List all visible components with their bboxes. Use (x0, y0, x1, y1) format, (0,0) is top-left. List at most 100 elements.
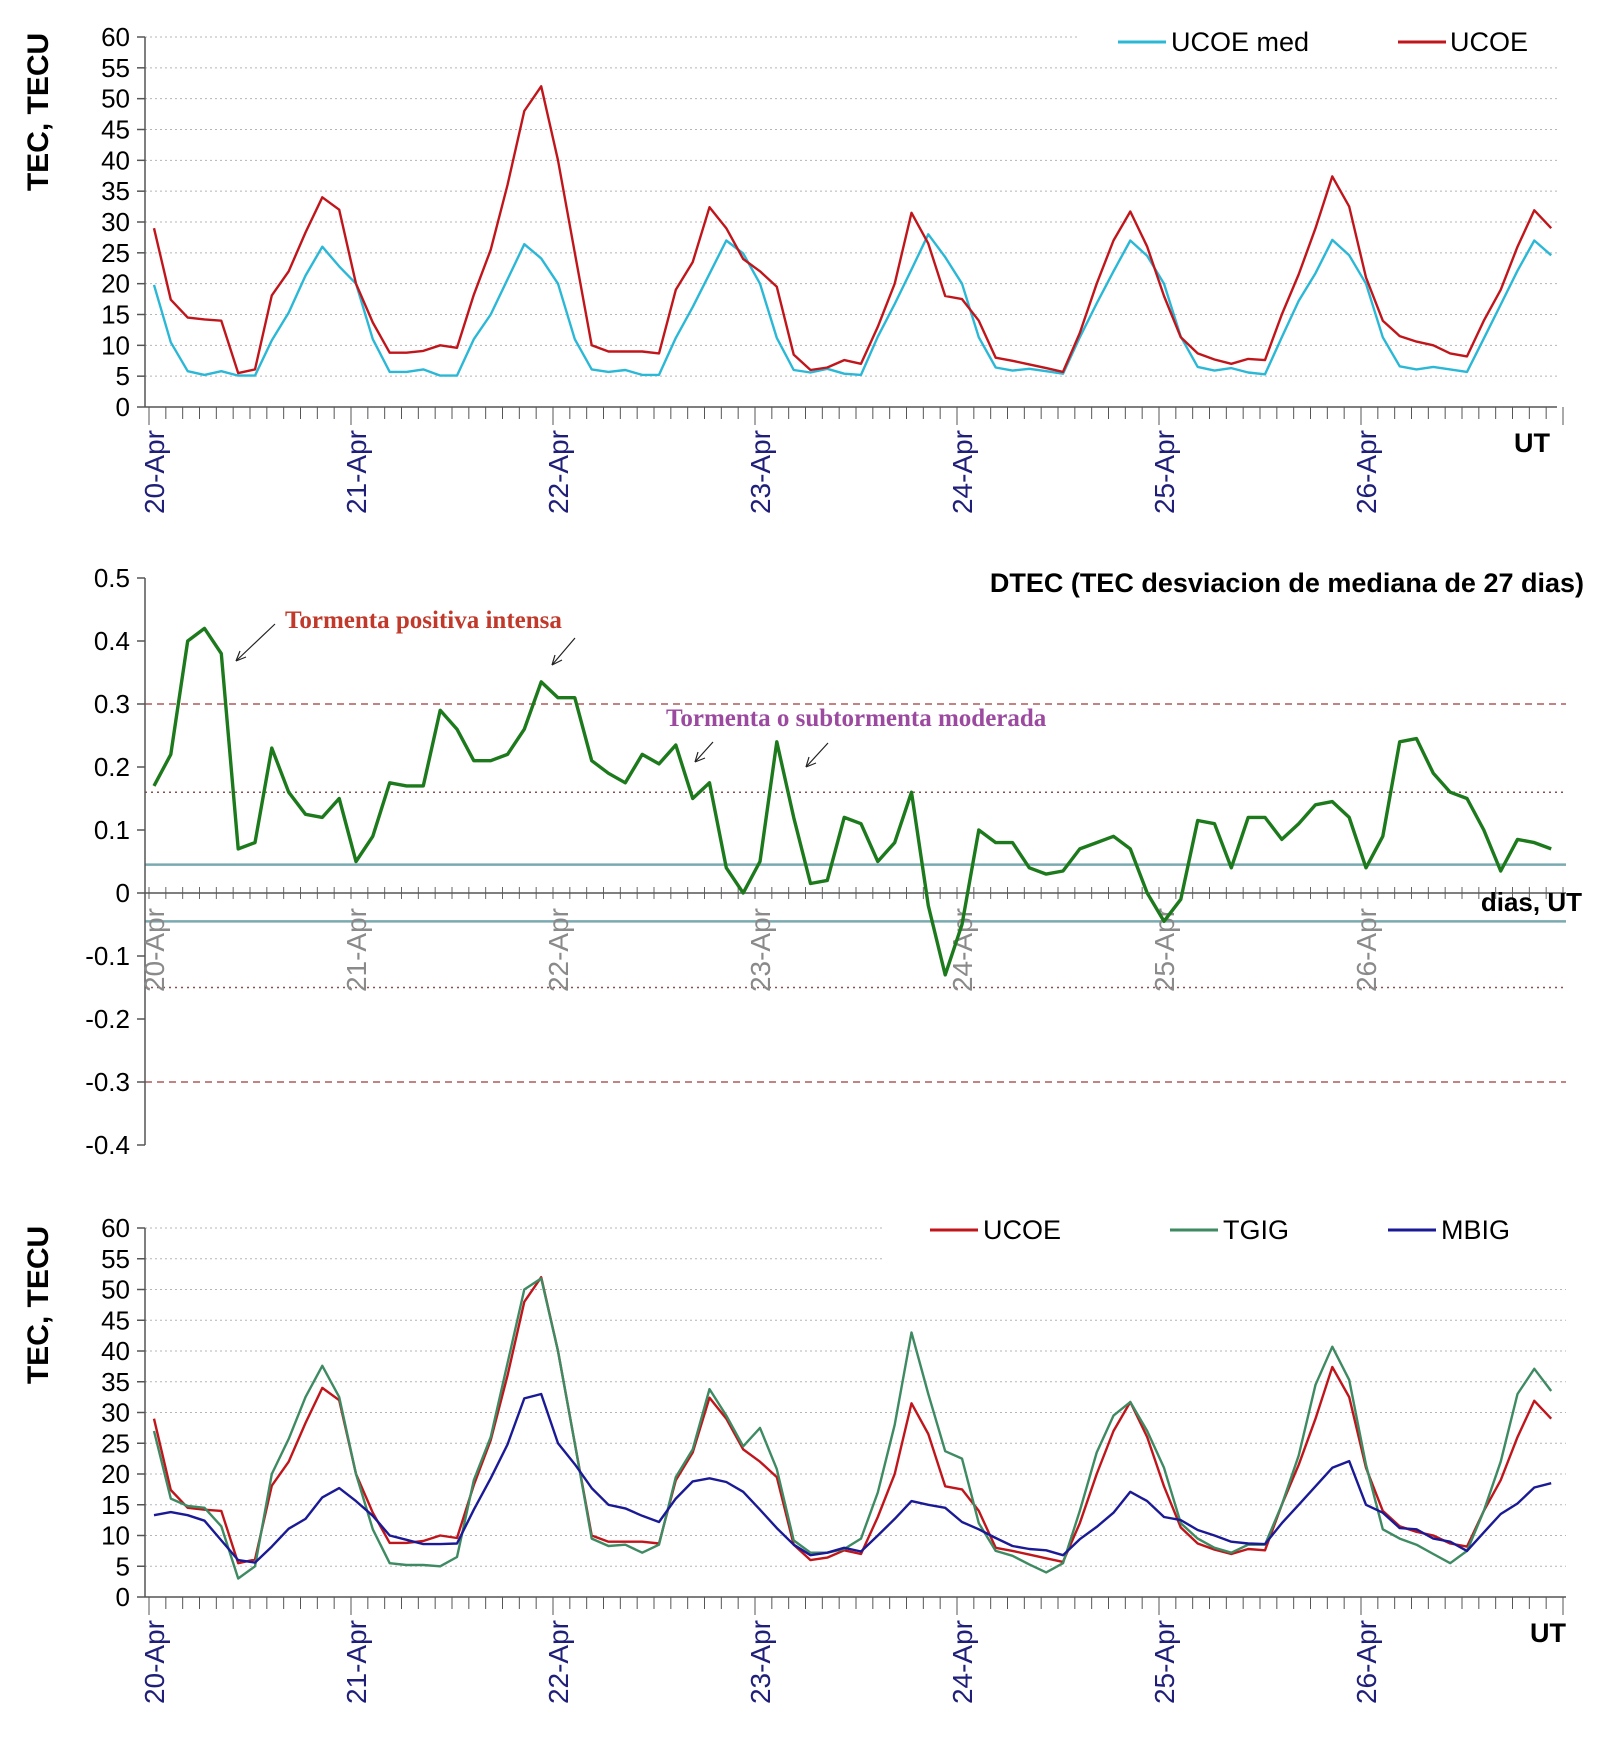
x-day-label: 24-Apr (947, 1620, 978, 1704)
y-tick-label: 0.5 (94, 563, 130, 593)
series-line-ucoe (152, 85, 1553, 375)
y-tick-label: 5 (116, 1551, 130, 1581)
top-gridlines (145, 36, 1557, 377)
dtec-series (152, 626, 1552, 977)
arrow-moderate-2 (805, 742, 829, 768)
bottom-gridlines (145, 1227, 1566, 1567)
y-tick-label: 25 (101, 1428, 130, 1458)
top-legend: UCOE med UCOE (1118, 27, 1528, 57)
legend-ucoe-label: UCOE (1450, 27, 1528, 57)
annotation-positive-storm: Tormenta positiva intensa (285, 607, 562, 634)
arrow-positive-1 (235, 623, 276, 662)
y-tick-label: 40 (101, 145, 130, 175)
top-day-labels: 20-Apr 21-Apr 22-Apr 23-Apr 24-Apr 25-Apr 26-A… (139, 430, 1382, 514)
dtec-day-labels: 20-Apr 21-Apr 22-Apr 23-Apr 24-Apr 25-Apr 26-A… (139, 908, 1382, 992)
y-tick-label: 15 (101, 1490, 130, 1520)
x-day-label: 21-Apr (341, 1620, 372, 1704)
y-tick-label: 10 (101, 330, 130, 360)
series-line-dtec (152, 626, 1552, 977)
y-tick-label: 25 (101, 238, 130, 268)
x-day-label: 23-Apr (745, 1620, 776, 1704)
y-tick-label: 60 (101, 22, 130, 52)
dtec-title: DTEC (TEC desviacion de mediana de 27 di… (990, 568, 1584, 598)
y-tick-label: -0.2 (85, 1004, 130, 1034)
y-tick-label: 30 (101, 207, 130, 237)
x-day-label: 22-Apr (543, 1620, 574, 1704)
y-tick-label: 45 (101, 115, 130, 145)
y-tick-label: 45 (101, 1305, 130, 1335)
x-day-label: 21-Apr (341, 908, 372, 992)
x-day-label: 22-Apr (543, 430, 574, 514)
x-day-label: 26-Apr (1351, 430, 1382, 514)
y-tick-label: 40 (101, 1336, 130, 1366)
x-day-label: 24-Apr (947, 430, 978, 514)
dtec-reference-lines (145, 703, 1566, 1083)
dtec-annotations: Tormenta positiva intensa Tormenta o sub… (235, 607, 1047, 768)
x-day-label: 20-Apr (139, 908, 170, 992)
top-series (152, 85, 1553, 377)
y-tick-label: 0.3 (94, 689, 130, 719)
dtec-yticks: -0.4 -0.3 -0.2 -0.1 0 0.1 0.2 0.3 0.4 0.5 (85, 563, 145, 1160)
y-tick-label: 0.1 (94, 815, 130, 845)
y-tick-label: 0.4 (94, 626, 130, 656)
y-tick-label: 35 (101, 176, 130, 206)
x-day-label: 26-Apr (1351, 1620, 1382, 1704)
arrow-moderate-1-head (694, 751, 706, 763)
y-tick-label: 0 (116, 392, 130, 422)
y-tick-label: 0.2 (94, 752, 130, 782)
y-tick-label: 20 (101, 1459, 130, 1489)
x-day-label: 21-Apr (341, 430, 372, 514)
top-y-axis-label: TEC, TECU (22, 33, 55, 191)
x-day-label: 26-Apr (1351, 908, 1382, 992)
annotation-arrows (235, 623, 829, 768)
y-tick-label: 60 (101, 1213, 130, 1243)
arrow-moderate-1 (694, 741, 714, 763)
legend-ucoe-label: UCOE (983, 1215, 1061, 1245)
arrow-moderate-2-head (805, 756, 817, 768)
x-day-label: 20-Apr (139, 430, 170, 514)
bottom-legend: UCOE TGIG MBIG (930, 1215, 1510, 1245)
y-tick-label: 55 (101, 53, 130, 83)
legend-mbig-label: MBIG (1441, 1215, 1510, 1245)
dtec-x-axis-label: dias, UT (1481, 887, 1582, 917)
panel-middle-dtec: -0.4 -0.3 -0.2 -0.1 0 0.1 0.2 0.3 0.4 0.5 DTEC (T… (85, 563, 1584, 1160)
series-line-ucoe-med (152, 233, 1552, 377)
y-tick-label: 55 (101, 1244, 130, 1274)
y-tick-label: -0.1 (85, 941, 130, 971)
x-day-label: 25-Apr (1149, 1620, 1180, 1704)
y-tick-label: 0 (116, 878, 130, 908)
arrow-positive-1-head (235, 650, 247, 662)
y-tick-label: 50 (101, 84, 130, 114)
y-tick-label: 10 (101, 1521, 130, 1551)
y-tick-label: 15 (101, 300, 130, 330)
y-tick-label: 30 (101, 1398, 130, 1428)
series-line-ucoe (152, 1275, 1553, 1565)
legend-tgig-label: TGIG (1223, 1215, 1289, 1245)
x-day-label: 25-Apr (1149, 430, 1180, 514)
top-xticks (148, 407, 1564, 425)
y-tick-label: 50 (101, 1275, 130, 1305)
arrow-positive-2-head (551, 654, 563, 666)
bottom-y-axis-label: TEC, TECU (22, 1226, 55, 1384)
y-tick-label: -0.3 (85, 1067, 130, 1097)
y-tick-label: -0.4 (85, 1130, 130, 1160)
top-x-axis-unit-label: UT (1514, 428, 1550, 458)
y-tick-label: 20 (101, 269, 130, 299)
bottom-xticks (148, 1597, 1564, 1615)
bottom-x-axis-unit-label: UT (1530, 1618, 1566, 1648)
x-day-label: 22-Apr (543, 908, 574, 992)
y-tick-label: 35 (101, 1367, 130, 1397)
x-day-label: 23-Apr (745, 430, 776, 514)
series-line-mbig (153, 1392, 1552, 1564)
annotation-moderate-storm: Tormenta o subtormenta moderada (666, 705, 1047, 732)
arrow-positive-2 (551, 637, 576, 666)
bottom-series (152, 1275, 1553, 1580)
series-line-tgig (152, 1277, 1553, 1580)
legend-ucoe-med-label: UCOE med (1171, 27, 1309, 57)
bottom-day-labels: 20-Apr 21-Apr 22-Apr 23-Apr 24-Apr 25-Apr 26-A… (139, 1620, 1382, 1704)
